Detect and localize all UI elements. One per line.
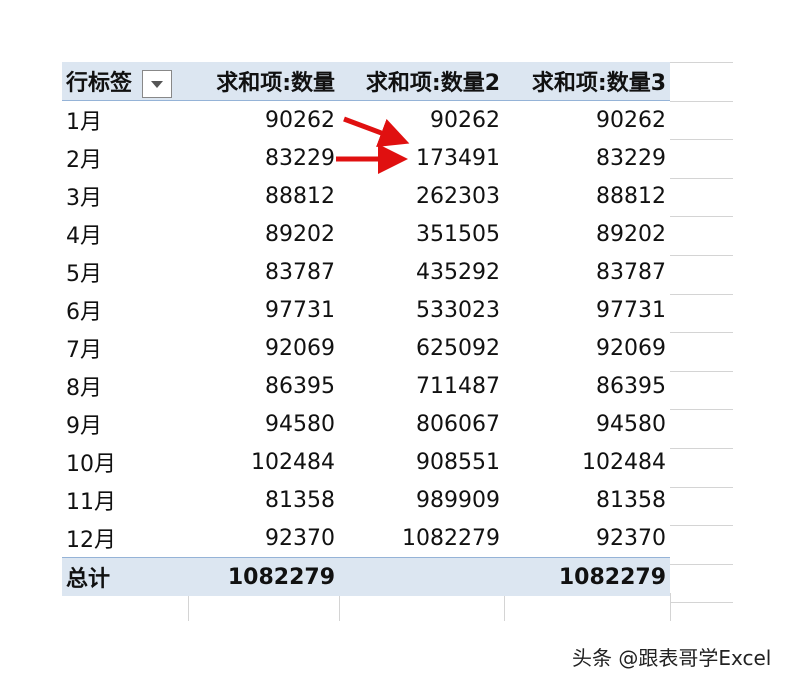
cell-label[interactable]: 9月 bbox=[66, 414, 102, 439]
table-row: 5月 83787 435292 83787 bbox=[62, 253, 670, 291]
red-arrow-icon bbox=[343, 116, 410, 148]
cell-label[interactable]: 6月 bbox=[66, 300, 102, 325]
gridline bbox=[670, 216, 733, 218]
gridline bbox=[670, 486, 733, 488]
cell-v2[interactable]: 625092 bbox=[416, 335, 500, 361]
cell-label[interactable]: 3月 bbox=[66, 186, 102, 211]
cell-v2[interactable]: 1082279 bbox=[402, 525, 500, 551]
total-row: 总计 1082279 1082279 bbox=[62, 557, 670, 596]
cell-v2[interactable]: 90262 bbox=[430, 107, 500, 133]
table-row: 2月 83229 173491 83229 bbox=[62, 139, 670, 177]
table-row: 8月 86395 711487 86395 bbox=[62, 367, 670, 405]
cell-v1[interactable]: 92069 bbox=[265, 335, 335, 361]
cell-v3[interactable]: 83787 bbox=[596, 259, 666, 285]
cell-v2[interactable]: 908551 bbox=[416, 449, 500, 475]
cell-v3[interactable]: 88812 bbox=[596, 183, 666, 209]
header-row: 行标签 求和项:数量 求和项:数量2 求和项:数量3 bbox=[62, 62, 670, 101]
table-row: 12月 92370 1082279 92370 bbox=[62, 519, 670, 558]
cell-label[interactable]: 4月 bbox=[66, 224, 102, 249]
cell-label[interactable]: 5月 bbox=[66, 262, 102, 287]
watermark: 头条 @跟表哥学Excel bbox=[572, 646, 772, 670]
cell-v1[interactable]: 97731 bbox=[265, 297, 335, 323]
gridline bbox=[670, 409, 733, 411]
cell-v3[interactable]: 86395 bbox=[596, 373, 666, 399]
gridline bbox=[670, 563, 733, 565]
cell-v2[interactable]: 173491 bbox=[416, 145, 500, 171]
cell-v1[interactable]: 81358 bbox=[265, 487, 335, 513]
cell-v1[interactable]: 88812 bbox=[265, 183, 335, 209]
cell-v1[interactable]: 86395 bbox=[265, 373, 335, 399]
table-row: 10月 102484 908551 102484 bbox=[62, 443, 670, 481]
gridline bbox=[670, 525, 733, 527]
total-v2 bbox=[339, 557, 504, 596]
table-row: 7月 92069 625092 92069 bbox=[62, 329, 670, 367]
cell-label[interactable]: 1月 bbox=[66, 110, 102, 135]
table-row: 9月 94580 806067 94580 bbox=[62, 405, 670, 443]
cell-v3[interactable]: 89202 bbox=[596, 221, 666, 247]
table-row: 6月 97731 533023 97731 bbox=[62, 291, 670, 329]
table-row: 4月 89202 351505 89202 bbox=[62, 215, 670, 253]
cell-v2[interactable]: 435292 bbox=[416, 259, 500, 285]
gridline bbox=[670, 293, 733, 295]
gridline bbox=[670, 602, 733, 604]
cell-label[interactable]: 12月 bbox=[66, 528, 116, 553]
cell-v2[interactable]: 989909 bbox=[416, 487, 500, 513]
gridline bbox=[670, 448, 733, 449]
table-row: 11月 81358 989909 81358 bbox=[62, 481, 670, 519]
cell-v3[interactable]: 92069 bbox=[596, 335, 666, 361]
cell-v1[interactable]: 83787 bbox=[265, 259, 335, 285]
cell-v1[interactable]: 94580 bbox=[265, 411, 335, 437]
total-v1: 1082279 bbox=[188, 557, 339, 596]
table-row: 3月 88812 262303 88812 bbox=[62, 177, 670, 215]
cell-v1[interactable]: 89202 bbox=[265, 221, 335, 247]
cell-label[interactable]: 7月 bbox=[66, 338, 102, 363]
cell-v1[interactable]: 92370 bbox=[265, 525, 335, 551]
cell-label[interactable]: 8月 bbox=[66, 376, 102, 401]
gridline bbox=[670, 255, 733, 256]
gridline bbox=[670, 593, 671, 621]
cell-v3[interactable]: 94580 bbox=[596, 411, 666, 437]
gridline bbox=[670, 332, 733, 334]
gridline bbox=[339, 593, 340, 621]
col-header-2[interactable]: 求和项:数量2 bbox=[339, 62, 504, 101]
row-label-header: 行标签 bbox=[62, 62, 188, 101]
cell-v3[interactable]: 92370 bbox=[596, 525, 666, 551]
cell-label[interactable]: 10月 bbox=[66, 452, 116, 477]
gridline bbox=[670, 62, 733, 63]
cell-label[interactable]: 2月 bbox=[66, 148, 102, 173]
cell-v2[interactable]: 711487 bbox=[416, 373, 500, 399]
total-label: 总计 bbox=[62, 557, 188, 596]
cell-v2[interactable]: 533023 bbox=[416, 297, 500, 323]
cell-v1[interactable]: 102484 bbox=[251, 449, 335, 475]
total-v3: 1082279 bbox=[504, 557, 670, 596]
cell-v2[interactable]: 351505 bbox=[416, 221, 500, 247]
cell-v3[interactable]: 83229 bbox=[596, 145, 666, 171]
cell-v1[interactable]: 83229 bbox=[265, 145, 335, 171]
cell-v2[interactable]: 262303 bbox=[416, 183, 500, 209]
cell-v3[interactable]: 97731 bbox=[596, 297, 666, 323]
row-label-text: 行标签 bbox=[66, 70, 133, 96]
cell-v3[interactable]: 81358 bbox=[596, 487, 666, 513]
filter-dropdown-icon[interactable] bbox=[142, 69, 173, 98]
cell-v3[interactable]: 102484 bbox=[582, 449, 666, 475]
gridline bbox=[670, 177, 733, 179]
table-row: 1月 90262 90262 90262 bbox=[62, 101, 670, 140]
cell-v1[interactable]: 90262 bbox=[265, 107, 335, 133]
cell-label[interactable]: 11月 bbox=[66, 490, 116, 515]
pivot-table: 行标签 求和项:数量 求和项:数量2 求和项:数量3 1月 90262 90262 9… bbox=[62, 62, 670, 596]
gridline bbox=[670, 370, 733, 372]
cell-v2[interactable]: 806067 bbox=[416, 411, 500, 437]
gridline bbox=[670, 100, 733, 102]
gridline bbox=[504, 593, 505, 621]
gridline bbox=[670, 139, 733, 141]
col-header-3[interactable]: 求和项:数量3 bbox=[504, 62, 670, 101]
col-header-1[interactable]: 求和项:数量 bbox=[188, 62, 339, 101]
cell-v3[interactable]: 90262 bbox=[596, 107, 666, 133]
gridline bbox=[188, 593, 189, 621]
